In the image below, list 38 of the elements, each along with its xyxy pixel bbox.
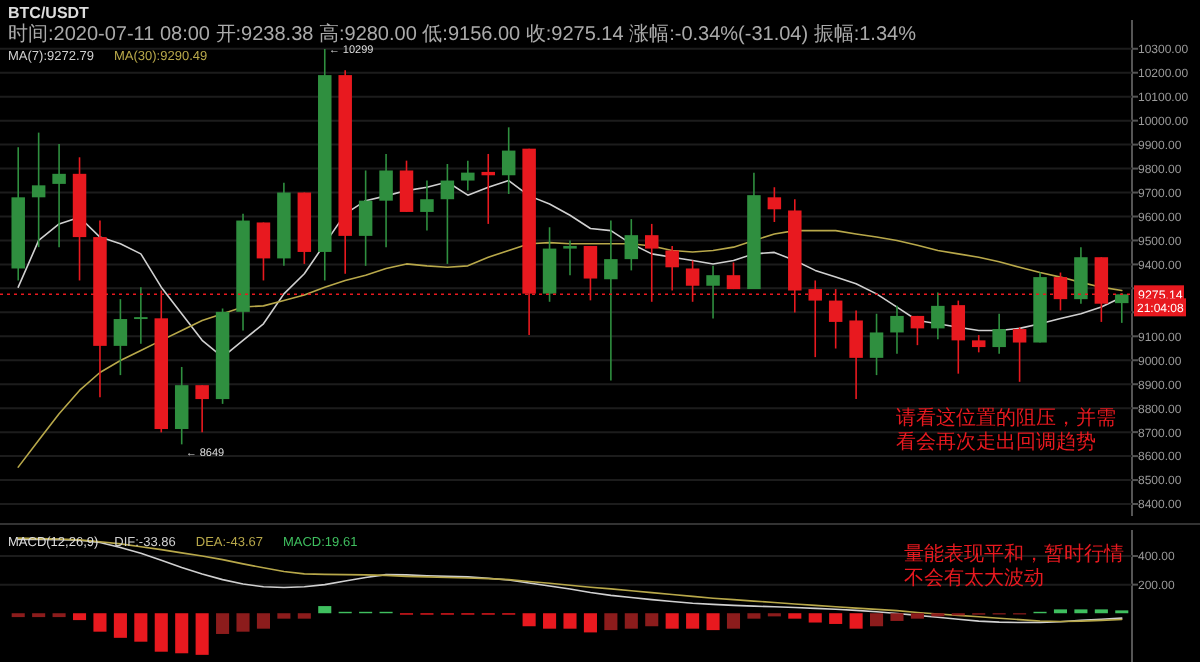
annotation: 请看这位置的阻压，并需	[896, 406, 1116, 430]
candlestick	[767, 186, 782, 223]
candlestick	[1115, 292, 1129, 324]
candlestick	[890, 305, 904, 355]
candlestick	[1074, 246, 1088, 305]
candlestick	[951, 299, 966, 375]
candlestick	[1012, 326, 1027, 383]
candlestick	[52, 143, 66, 248]
candlestick	[992, 312, 1006, 355]
candlestick	[542, 226, 557, 303]
candlestick	[931, 291, 945, 340]
candlestick	[440, 163, 455, 265]
candlestick	[461, 159, 475, 192]
line-series	[17, 229, 1123, 468]
candlestick	[256, 221, 271, 282]
candlestick	[134, 286, 148, 345]
candlestick	[195, 384, 209, 434]
candlestick	[399, 159, 414, 213]
candlestick	[358, 169, 373, 267]
annotation: 看会再次走出回调趋势	[896, 430, 1096, 454]
candlestick	[604, 219, 618, 382]
candlestick	[726, 261, 741, 290]
annotation: 量能表现平和，暂时行情	[904, 542, 1124, 566]
candlestick	[420, 179, 434, 232]
candlestick	[849, 309, 863, 400]
candlestick	[379, 153, 393, 248]
candlestick	[563, 239, 577, 276]
candlestick	[113, 298, 128, 376]
chart-title: BTC/USDT	[8, 4, 90, 22]
candlestick	[910, 315, 925, 346]
candlestick	[706, 265, 720, 320]
candlestick	[869, 312, 884, 376]
candlestick	[624, 218, 639, 272]
candlestick	[501, 126, 516, 195]
candlestick	[174, 366, 189, 446]
annotation: 不会有太大波动	[904, 566, 1044, 590]
candlestick	[31, 131, 46, 248]
chart-subtitle: 时间:2020-07-11 08:00 开:9238.38 高:9280.00 低:9156.00 收:9275.14 涨幅:-0.34%(-31.04) 振幅:1.34%	[8, 22, 917, 46]
